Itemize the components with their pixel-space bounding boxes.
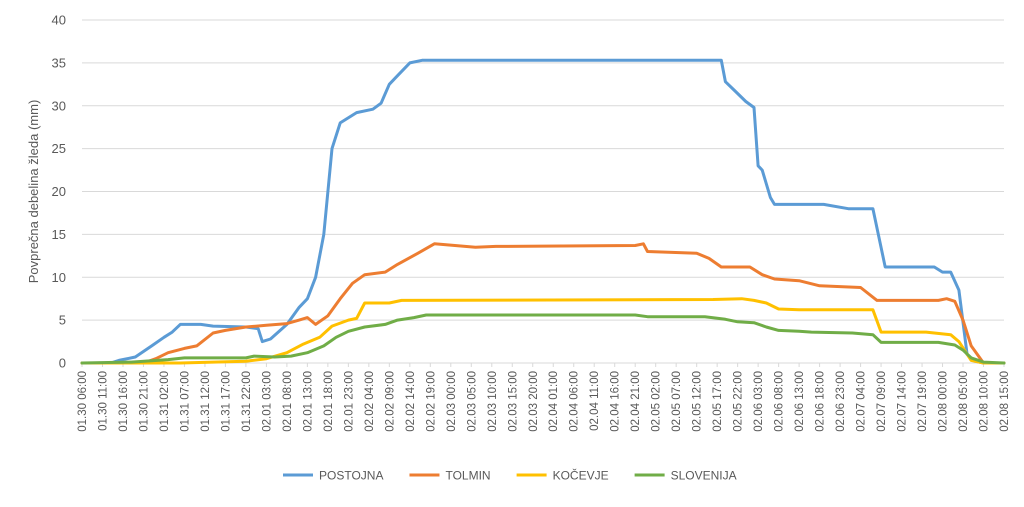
series-line-slovenija [80, 313, 1006, 365]
x-tick-label: 02.08 15:00 [999, 371, 1011, 432]
legend-label: TOLMIN [445, 469, 490, 483]
x-tick-label: 01.31 07:00 [179, 371, 191, 432]
y-axis-ticks: 0 5 10 15 20 25 30 35 40 [52, 13, 66, 371]
x-tick-label: 02.04 06:00 [569, 371, 581, 432]
x-tick-label: 02.06 08:00 [774, 371, 786, 432]
x-tick-label: 02.05 02:00 [651, 371, 663, 432]
y-tick-label: 15 [52, 227, 66, 242]
series-lines [80, 58, 1006, 365]
x-tick-label: 02.02 14:00 [405, 371, 417, 432]
legend: POSTOJNA TOLMIN KOČEVJE SLOVENIJA [283, 468, 737, 483]
x-tick-label: 02.06 18:00 [815, 371, 827, 432]
y-axis-label: Povprečna debelina žleda (mm) [26, 100, 41, 284]
y-tick-label: 30 [52, 98, 66, 113]
x-tick-label: 02.05 07:00 [671, 371, 683, 432]
x-tick-label: 02.04 21:00 [630, 371, 642, 432]
y-tick-label: 35 [52, 55, 66, 70]
x-tick-label: 02.08 10:00 [979, 371, 991, 432]
x-tick-label: 02.07 19:00 [917, 371, 929, 432]
x-tick-label: 02.05 22:00 [733, 371, 745, 432]
x-tick-label: 02.07 09:00 [876, 371, 888, 432]
x-tick-label: 02.01 13:00 [302, 371, 314, 432]
x-tick-label: 02.04 11:00 [589, 371, 601, 431]
x-tick-label: 02.03 15:00 [507, 371, 519, 432]
series-line-postojna [80, 58, 1006, 365]
y-tick-label: 40 [52, 13, 66, 28]
x-tick-label: 01.31 02:00 [159, 371, 171, 432]
x-axis-ticks: 01.30 06:00 01.30 11:00 01.30 16:00 01.30 2… [77, 363, 1011, 432]
x-tick-label: 02.01 08:00 [282, 371, 294, 432]
x-tick-label: 02.08 00:00 [938, 371, 950, 432]
x-tick-label: 02.04 16:00 [610, 371, 622, 432]
x-tick-label: 02.02 19:00 [425, 371, 437, 432]
x-tick-label: 02.02 04:00 [364, 371, 376, 432]
x-tick-label: 02.03 00:00 [446, 371, 458, 432]
x-tick-label: 01.30 11:00 [97, 371, 109, 431]
gridlines [82, 19, 1004, 364]
x-tick-label: 01.30 21:00 [138, 371, 150, 432]
x-tick-label: 02.05 12:00 [692, 371, 704, 432]
legend-label: SLOVENIJA [671, 469, 737, 483]
series-line-kočevje [80, 297, 1006, 365]
y-tick-label: 5 [59, 313, 66, 328]
x-tick-label: 02.07 04:00 [856, 371, 868, 432]
x-tick-label: 01.31 17:00 [220, 371, 232, 432]
x-tick-label: 02.01 23:00 [343, 371, 355, 432]
x-tick-label: 02.06 13:00 [794, 371, 806, 432]
y-tick-label: 20 [52, 184, 66, 199]
x-tick-label: 02.08 05:00 [958, 371, 970, 432]
x-tick-label: 02.03 10:00 [487, 371, 499, 432]
x-tick-label: 02.01 03:00 [261, 371, 273, 432]
x-tick-label: 02.03 05:00 [466, 371, 478, 432]
x-tick-label: 02.04 01:00 [548, 371, 560, 432]
x-tick-label: 01.30 16:00 [118, 371, 130, 432]
x-tick-label: 02.06 23:00 [835, 371, 847, 432]
legend-label: KOČEVJE [553, 468, 609, 483]
x-tick-label: 01.30 06:00 [77, 371, 89, 432]
y-tick-label: 25 [52, 141, 66, 156]
x-tick-label: 02.05 17:00 [712, 371, 724, 432]
x-tick-label: 02.07 14:00 [897, 371, 909, 432]
legend-label: POSTOJNA [319, 469, 383, 483]
x-tick-label: 02.03 20:00 [528, 371, 540, 432]
series-line-tolmin [80, 242, 1006, 365]
x-tick-label: 02.02 09:00 [384, 371, 396, 432]
x-tick-label: 01.31 12:00 [200, 371, 212, 432]
x-tick-label: 02.06 03:00 [753, 371, 765, 432]
x-tick-label: 01.31 22:00 [241, 371, 253, 432]
y-tick-label: 10 [52, 270, 66, 285]
x-tick-label: 02.01 18:00 [323, 371, 335, 432]
y-tick-label: 0 [59, 356, 66, 371]
